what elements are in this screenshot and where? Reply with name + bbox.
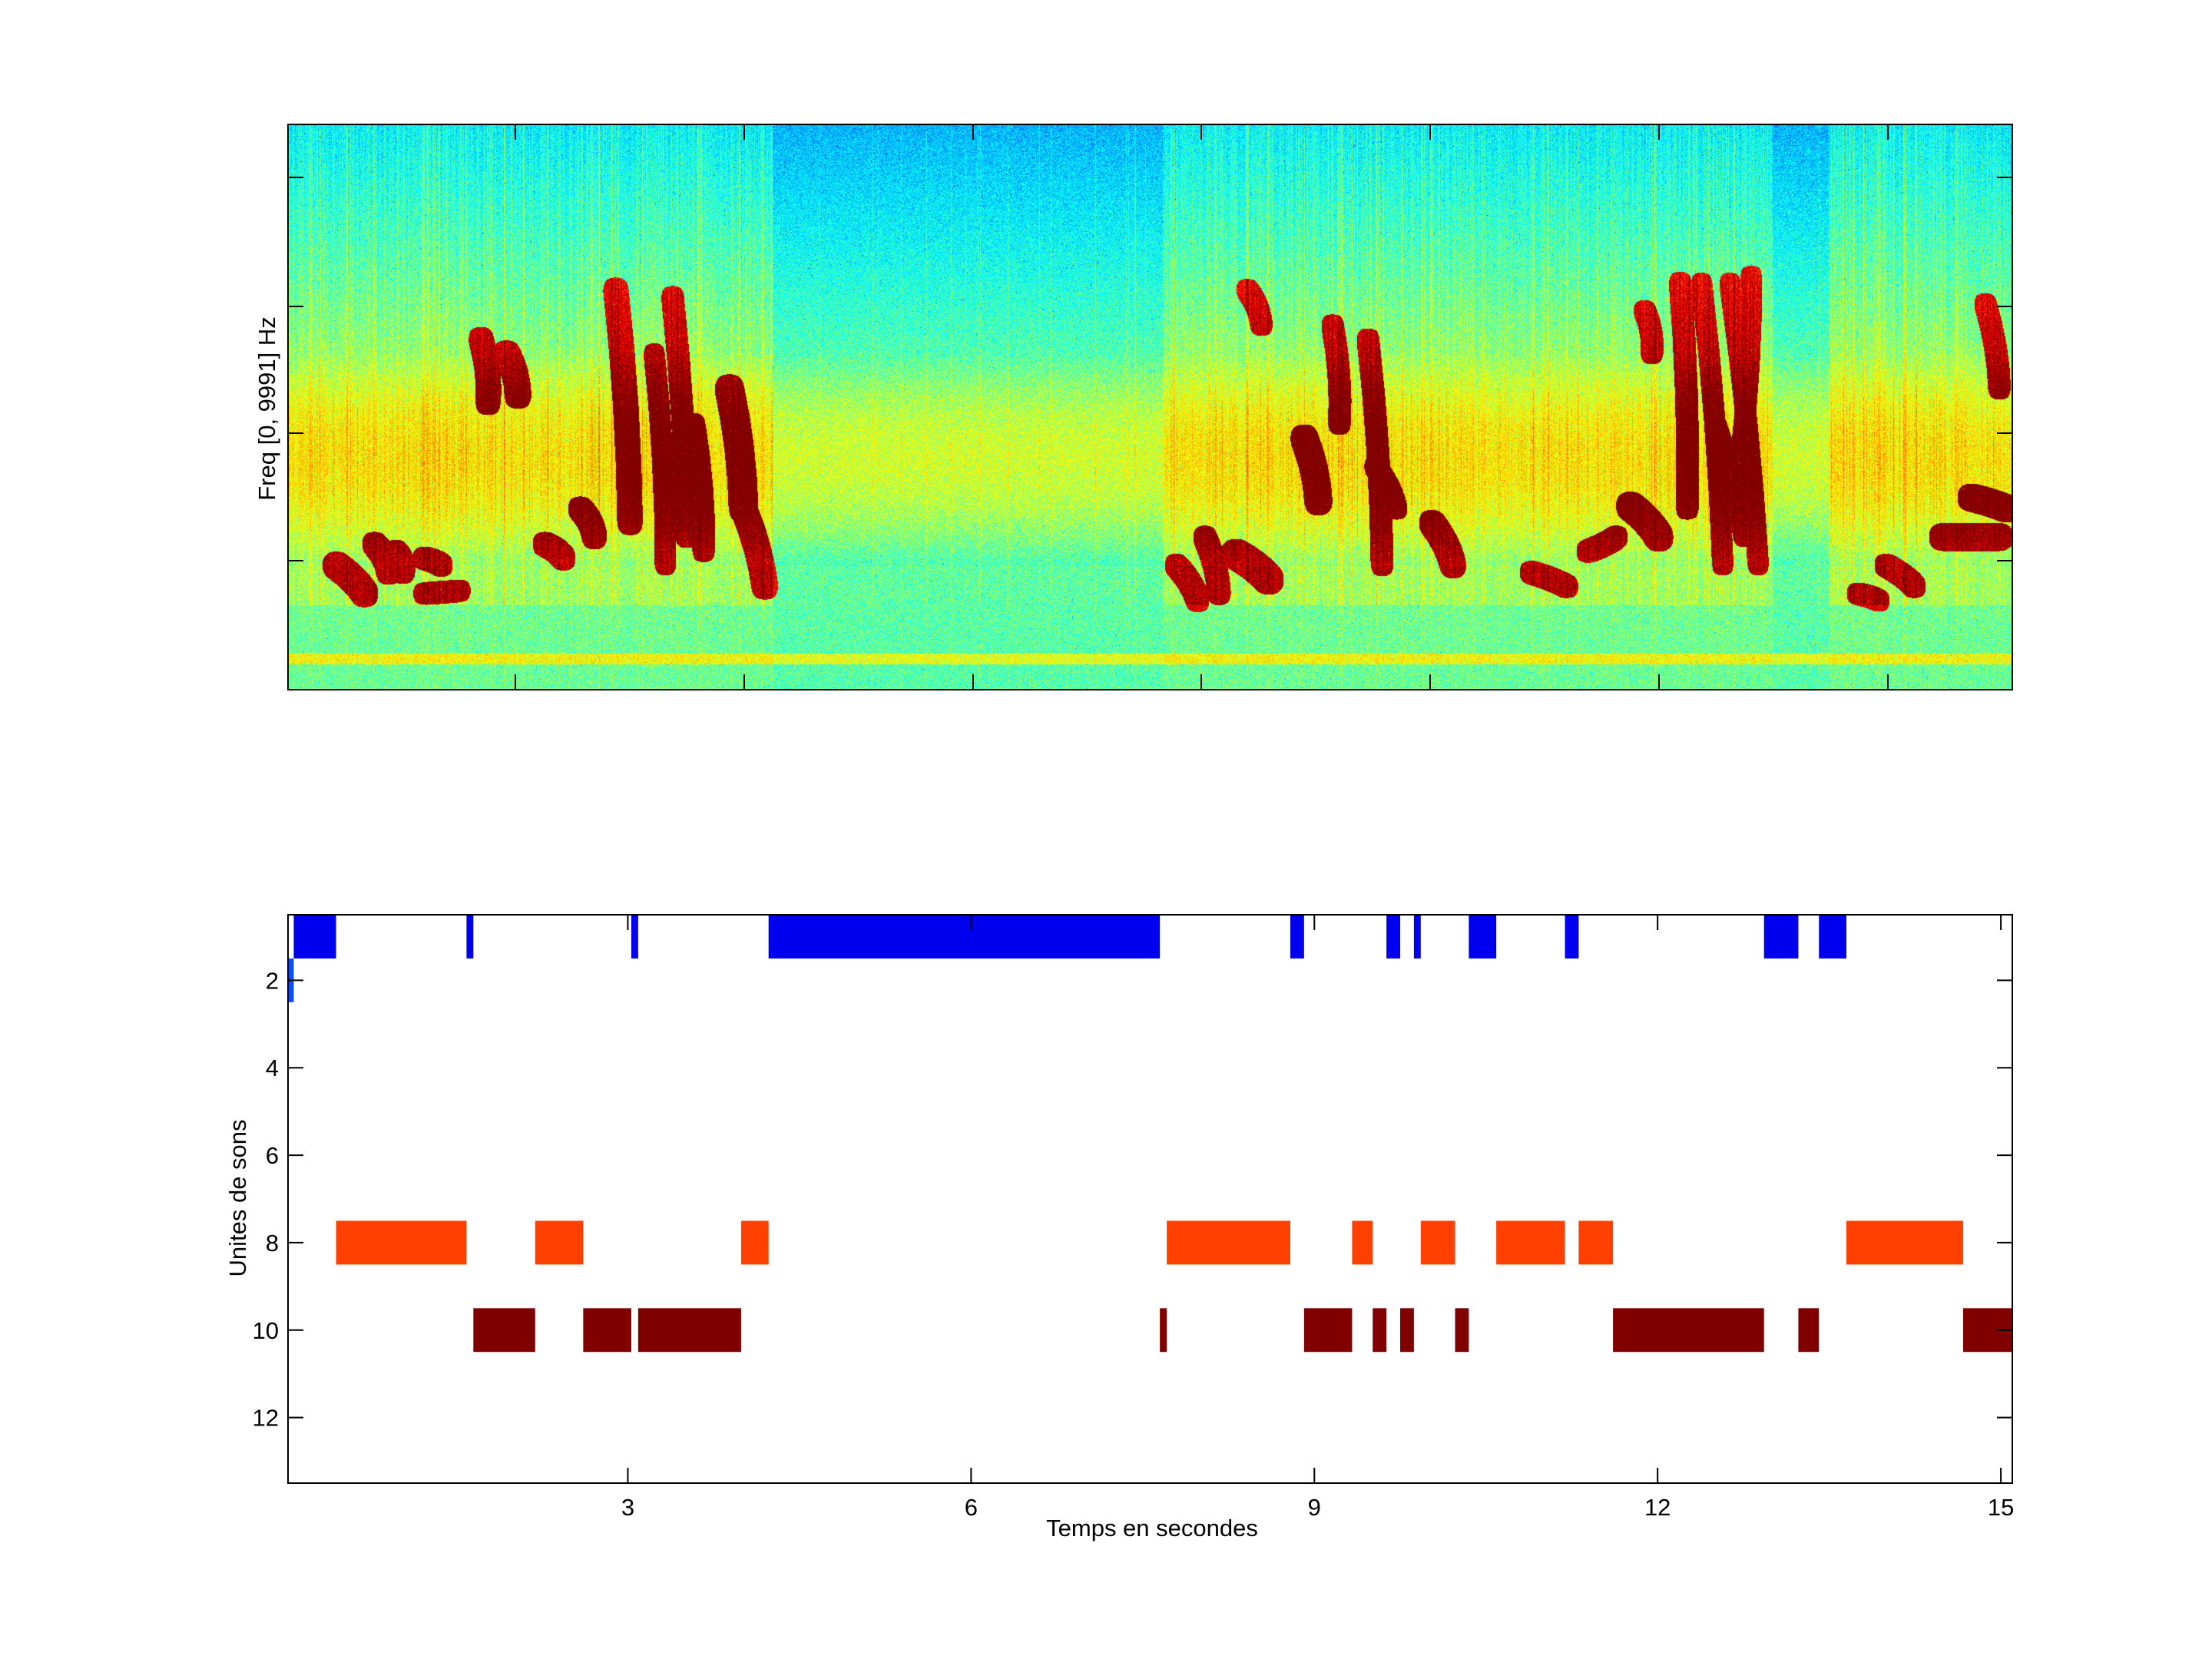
unit-1-segment bbox=[1413, 915, 1421, 959]
x-tick-label: 3 bbox=[621, 1494, 634, 1521]
x-tick-label: 9 bbox=[1308, 1494, 1321, 1521]
unit-1-segment bbox=[631, 915, 638, 959]
y-tick-label: 2 bbox=[266, 967, 279, 994]
sound-units-ticks: 3 6 9 12 15 2 4 6 8 10 12 bbox=[253, 915, 2014, 1521]
unit-8-segment bbox=[740, 1220, 769, 1265]
unit-10-segment bbox=[1373, 1308, 1387, 1353]
unit-10-segment bbox=[1303, 1308, 1353, 1353]
unit-8-segment bbox=[1578, 1220, 1614, 1265]
x-tick-label: 15 bbox=[1988, 1494, 2014, 1521]
y-tick-label: 10 bbox=[253, 1317, 279, 1344]
unit-1-segment bbox=[466, 915, 474, 959]
unit-1-segment bbox=[293, 915, 336, 959]
unit-1-segment bbox=[1469, 915, 1497, 959]
spectrogram-ticks bbox=[288, 124, 2012, 690]
unit-8-segment bbox=[1420, 1220, 1455, 1265]
unit-1-segment bbox=[1565, 915, 1579, 959]
unit-1-segment bbox=[768, 915, 1161, 959]
unit-10-segment bbox=[583, 1308, 631, 1353]
spectrogram-ylabel: Freq [0, 9991] Hz bbox=[253, 316, 280, 501]
x-tick-label: 6 bbox=[965, 1494, 978, 1521]
spectrogram-axes: Freq [0, 9991] Hz bbox=[253, 124, 2013, 690]
unit-10-segment bbox=[1455, 1308, 1469, 1353]
spectrogram-image bbox=[288, 124, 2012, 690]
unit-8-segment bbox=[1496, 1220, 1565, 1265]
y-tick-label: 6 bbox=[266, 1142, 279, 1169]
unit-8-segment bbox=[1352, 1220, 1373, 1265]
spectrogram-frame bbox=[287, 124, 2013, 690]
x-tick-label: 12 bbox=[1644, 1494, 1671, 1521]
unit-10-segment bbox=[1613, 1308, 1764, 1353]
y-axis-label: Unites de sons bbox=[224, 1119, 251, 1277]
unit-10-segment bbox=[473, 1308, 535, 1353]
unit-1-segment bbox=[1290, 915, 1304, 959]
unit-10-segment bbox=[1798, 1308, 1820, 1353]
unit-8-segment bbox=[336, 1220, 467, 1265]
sound-unit-bars bbox=[288, 915, 2012, 1353]
unit-10-segment bbox=[1400, 1308, 1414, 1353]
unit-8-segment bbox=[1846, 1220, 1963, 1265]
y-tick-label: 8 bbox=[266, 1230, 279, 1257]
unit-1-segment bbox=[1386, 915, 1401, 959]
unit-8-segment bbox=[535, 1220, 584, 1265]
unit-10-segment bbox=[637, 1308, 741, 1353]
y-tick-label: 4 bbox=[266, 1055, 279, 1081]
unit-8-segment bbox=[1167, 1220, 1290, 1265]
sound-units-axes: 3 6 9 12 15 2 4 6 8 10 12 Temps en secondes Unites… bbox=[224, 914, 2014, 1541]
y-tick-label: 12 bbox=[253, 1405, 279, 1432]
unit-10-segment bbox=[1160, 1308, 1167, 1353]
x-axis-label: Temps en secondes bbox=[1046, 1515, 1258, 1541]
unit-1-segment bbox=[1819, 915, 1846, 959]
sound-units-frame bbox=[287, 914, 2013, 1484]
unit-1-segment bbox=[1763, 915, 1799, 959]
